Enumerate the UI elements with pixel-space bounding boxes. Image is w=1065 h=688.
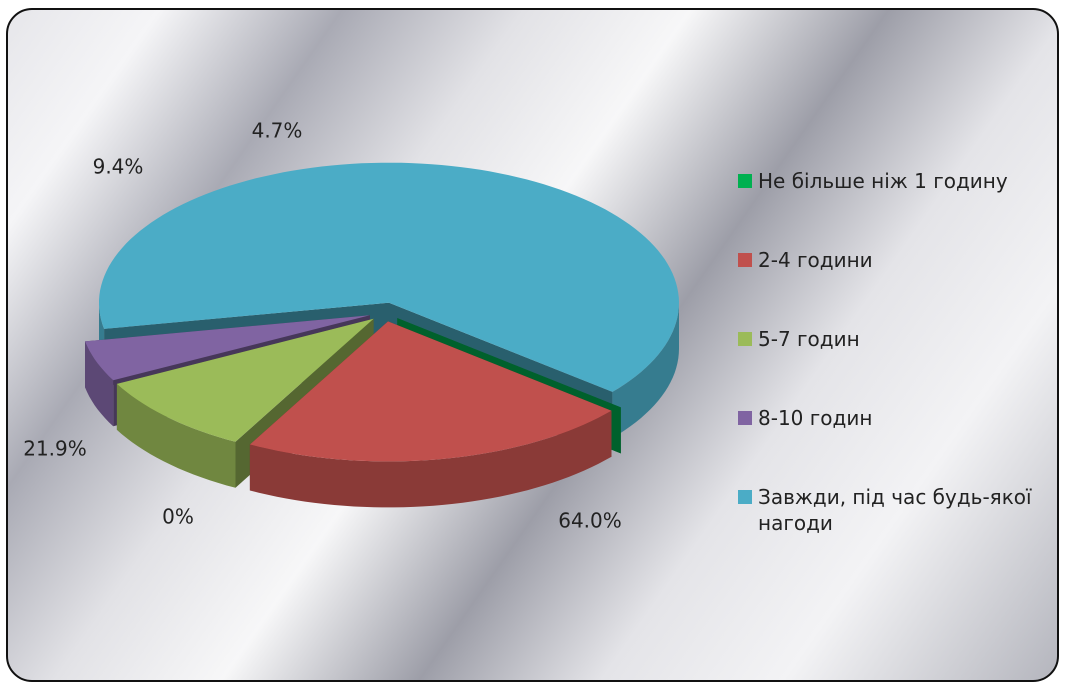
- legend-swatch: [738, 174, 752, 188]
- slice: [249, 321, 612, 508]
- legend-label: Завжди, під час будь-якої нагоди: [758, 485, 1032, 535]
- slice: [99, 162, 679, 392]
- legend-item: 8-10 годин: [738, 405, 1038, 431]
- legend-item: 2-4 години: [738, 247, 1038, 273]
- data-label: 9.4%: [93, 155, 144, 179]
- legend-swatch: [738, 411, 752, 425]
- slice: [85, 315, 370, 381]
- slice-wall: [249, 410, 612, 508]
- legend-label: 8-10 годин: [758, 406, 873, 430]
- legend-swatch: [738, 253, 752, 267]
- legend-swatch: [738, 332, 752, 346]
- legend-item: Не більше ніж 1 годину: [738, 168, 1038, 194]
- slice-wall: [85, 341, 114, 427]
- legend-label: 2-4 години: [758, 248, 873, 272]
- slice: [116, 318, 374, 442]
- data-label: 21.9%: [23, 437, 87, 461]
- legend-label: 5-7 годин: [758, 327, 860, 351]
- legend-swatch: [738, 490, 752, 504]
- slice-wall: [612, 302, 679, 438]
- data-label: 4.7%: [252, 119, 303, 143]
- data-label: 0%: [162, 505, 194, 529]
- data-label: 64.0%: [558, 509, 622, 533]
- legend-item: 5-7 годин: [738, 326, 1038, 352]
- legend-label: Не більше ніж 1 годину: [758, 169, 1008, 193]
- legend-item: Завжди, під час будь-якої нагоди: [738, 484, 1038, 536]
- slice: [249, 321, 612, 462]
- slice-wall: [116, 383, 236, 488]
